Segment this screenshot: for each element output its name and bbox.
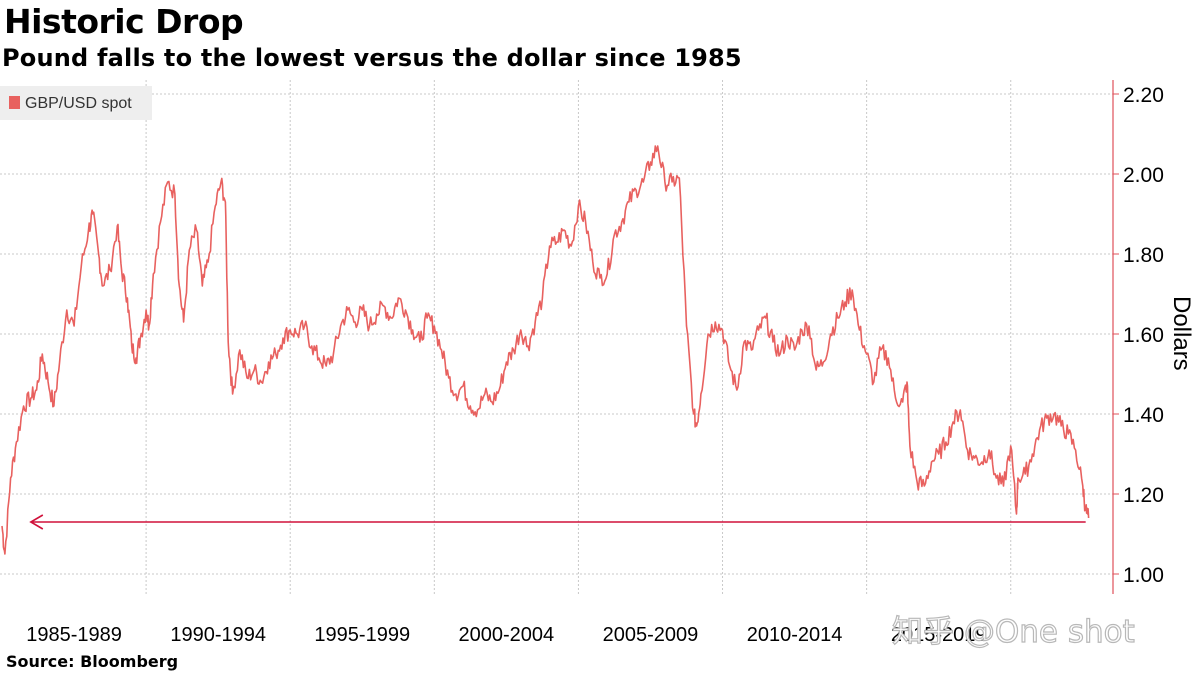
y-tick-label: 1.80 bbox=[1123, 244, 1164, 267]
y-axis-label: Dollars bbox=[1168, 296, 1195, 371]
y-tick-label: 2.20 bbox=[1123, 84, 1164, 107]
x-tick-label: 2000-2004 bbox=[459, 624, 555, 646]
y-tick-label: 1.20 bbox=[1123, 484, 1164, 507]
chart-subtitle: Pound falls to the lowest versus the dol… bbox=[2, 44, 742, 72]
watermark: 知乎 @One shot bbox=[891, 613, 1135, 650]
x-tick-label: 1995-1999 bbox=[314, 624, 410, 646]
x-tick-label: 2005-2009 bbox=[603, 624, 699, 646]
legend-swatch bbox=[9, 96, 20, 109]
gbp-usd-series-line bbox=[1, 145, 1090, 555]
y-tick-label: 1.00 bbox=[1123, 564, 1164, 587]
y-tick-label: 2.00 bbox=[1123, 164, 1164, 187]
x-tick-label: 2015-2019 bbox=[891, 624, 987, 646]
legend-box bbox=[0, 86, 152, 120]
legend-label: GBP/USD spot bbox=[25, 95, 132, 112]
x-tick-label: 1990-1994 bbox=[170, 624, 266, 646]
source-note: Source: Bloomberg bbox=[6, 652, 179, 671]
x-tick-label: 1985-1989 bbox=[26, 624, 122, 646]
arrowhead-icon bbox=[29, 514, 44, 530]
chart-title: Historic Drop bbox=[4, 2, 244, 41]
x-tick-label: 2010-2014 bbox=[747, 624, 843, 646]
legend: GBP/USD spot bbox=[0, 86, 152, 120]
y-tick-label: 1.40 bbox=[1123, 404, 1164, 427]
y-tick-label: 1.60 bbox=[1123, 324, 1164, 347]
